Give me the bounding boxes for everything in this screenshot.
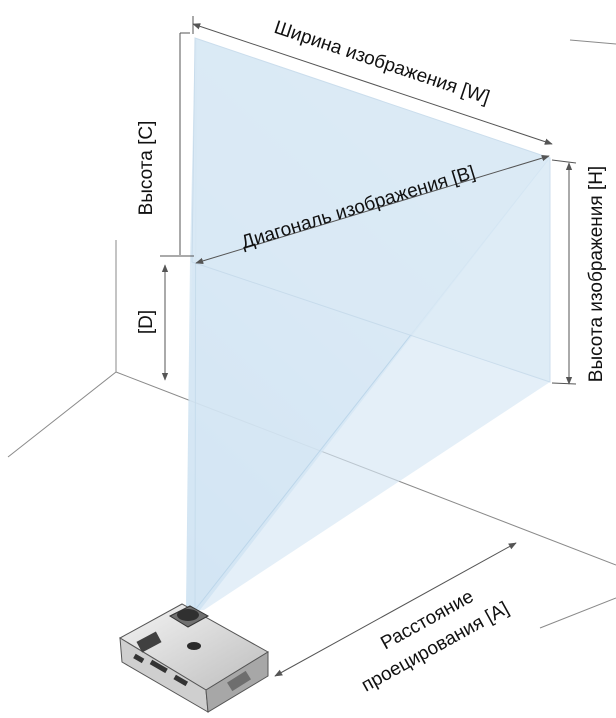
- floor-right-line: [539, 597, 616, 629]
- projector-logo: [187, 642, 201, 650]
- projector-icon: [118, 603, 269, 713]
- height-h-top-tick: [551, 159, 577, 164]
- projector-vent: [227, 670, 251, 692]
- width-arrow: [192, 23, 553, 145]
- distance-arrow: [274, 542, 517, 677]
- diagonal-arrow: [195, 155, 550, 264]
- label-height-c: Высота [C]: [136, 121, 157, 216]
- ceiling-stub-line: [569, 39, 616, 45]
- label-image-height: Высота изображения [H]: [586, 166, 607, 382]
- projector-port-2: [149, 659, 168, 674]
- projector-port-3: [173, 674, 189, 687]
- dimension-lines: [160, 16, 577, 677]
- projector-port-1: [133, 653, 145, 664]
- floor-left-line: [7, 371, 117, 458]
- projection-beam-lower: [186, 262, 550, 612]
- projector-lens: [177, 609, 199, 621]
- label-offset-d: [D]: [136, 310, 157, 334]
- height-h-bottom-tick: [551, 382, 577, 385]
- projector-control-panel: [136, 631, 162, 653]
